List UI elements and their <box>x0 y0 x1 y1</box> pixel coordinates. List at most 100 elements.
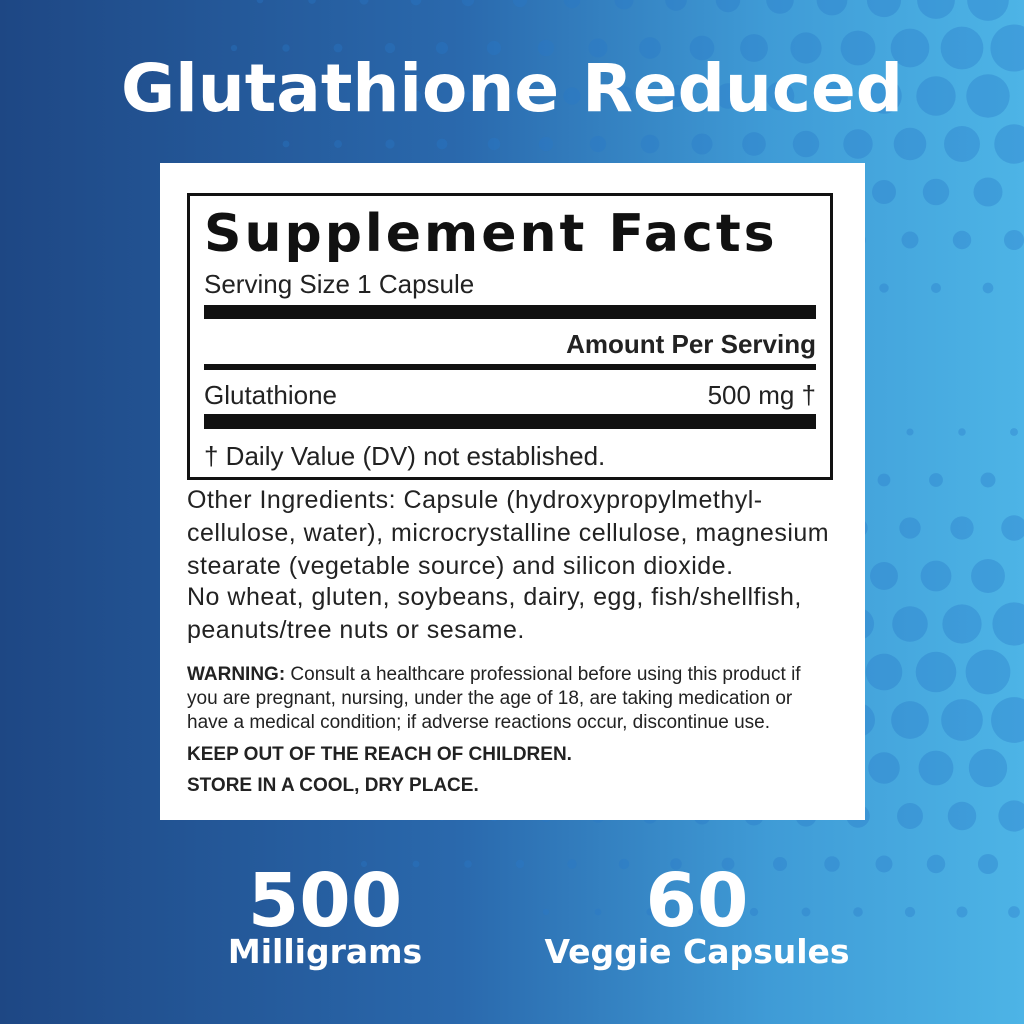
dot <box>282 44 290 52</box>
dot <box>537 39 555 57</box>
dot <box>991 697 1024 743</box>
text-line: have a medical condition; if adverse rea… <box>187 712 770 733</box>
dot <box>1001 515 1024 541</box>
dot <box>486 40 502 56</box>
dot <box>792 130 820 158</box>
dot <box>915 651 957 693</box>
dot <box>967 0 1009 21</box>
text-line: Other Ingredients: Capsule (hydroxypropy… <box>187 486 763 514</box>
dot <box>901 231 919 249</box>
dot <box>990 24 1024 72</box>
divider <box>204 414 816 429</box>
dot <box>410 0 422 6</box>
dot <box>944 126 980 162</box>
dot <box>950 516 974 540</box>
dot <box>892 606 928 642</box>
dot <box>891 701 929 739</box>
label-panel: Supplement Facts Serving Size 1 Capsule … <box>160 163 865 820</box>
dot <box>853 907 863 917</box>
dot <box>670 858 682 870</box>
dot <box>879 283 889 293</box>
text-line: peanuts/tree nuts or sesame. <box>187 616 525 644</box>
dot <box>941 699 983 741</box>
dot <box>766 0 794 14</box>
dot <box>385 139 395 149</box>
dot <box>870 562 898 590</box>
dot <box>230 44 238 52</box>
dot <box>512 88 528 104</box>
dot <box>980 472 996 488</box>
dot <box>487 137 501 151</box>
dot <box>868 752 900 784</box>
badge-value-count: 60 <box>645 858 749 944</box>
dot <box>512 0 528 8</box>
dot <box>740 34 768 62</box>
divider <box>204 364 816 370</box>
dot <box>971 559 1005 593</box>
dot <box>721 857 735 871</box>
dot <box>384 42 396 54</box>
dot <box>256 92 264 100</box>
dot <box>614 86 634 106</box>
warning-label: WARNING: <box>187 664 286 685</box>
dot <box>542 908 550 916</box>
dot <box>965 649 1011 695</box>
dot <box>594 908 602 916</box>
text-line: Consult a healthcare professional before… <box>285 664 801 685</box>
dot <box>992 602 1024 646</box>
dot <box>691 133 713 155</box>
dot <box>749 907 759 917</box>
serving-size: Serving Size 1 Capsule <box>204 269 475 299</box>
dot <box>256 0 264 4</box>
keep-out-notice: KEEP OUT OF THE REACH OF CHILDREN. <box>187 744 572 765</box>
dot <box>1010 428 1018 436</box>
dot <box>538 136 554 152</box>
dot <box>308 92 316 100</box>
dot <box>1008 906 1020 918</box>
dot <box>436 138 448 150</box>
dot <box>816 0 848 16</box>
dv-note: † Daily Value (DV) not established. <box>204 441 606 471</box>
dot <box>916 76 956 116</box>
allergen-statement: No wheat, gluten, soybeans, dairy, egg, … <box>187 581 802 647</box>
dot <box>893 127 927 161</box>
ingredient-amount: 500 mg † <box>707 380 816 410</box>
dot <box>897 803 923 829</box>
supplement-facts-box: Supplement Facts Serving Size 1 Capsule … <box>187 193 833 480</box>
dot <box>665 0 687 11</box>
dot <box>664 84 688 108</box>
dot <box>772 856 788 872</box>
dot <box>639 37 661 59</box>
dot <box>588 38 608 58</box>
text-line: you are pregnant, nursing, under the age… <box>187 688 793 709</box>
dot <box>360 860 368 868</box>
facts-heading: Supplement Facts <box>204 204 778 264</box>
dot <box>926 854 946 874</box>
dot <box>877 473 891 487</box>
dot <box>977 853 999 875</box>
dot <box>715 83 741 109</box>
dot <box>875 855 893 873</box>
dot <box>872 180 896 204</box>
dot <box>904 906 916 918</box>
storage-notice: STORE IN A COOL, DRY PLACE. <box>187 775 479 796</box>
dot <box>958 428 966 436</box>
dot <box>461 0 475 7</box>
badge-value-mg: 500 <box>247 858 403 944</box>
dot <box>461 89 475 103</box>
dot <box>515 859 525 869</box>
dot <box>947 801 977 831</box>
dot <box>563 0 581 9</box>
warning: WARNING: Consult a healthcare profession… <box>187 663 801 735</box>
dot <box>973 177 1003 207</box>
dot <box>940 26 984 70</box>
dot <box>865 653 903 691</box>
dot <box>930 282 942 294</box>
dot <box>334 140 342 148</box>
product-title: Glutathione Reduced <box>120 50 904 127</box>
dot <box>359 0 369 5</box>
dot <box>843 129 873 159</box>
dot <box>640 134 660 154</box>
badge-label-count: Veggie Capsules <box>544 932 850 971</box>
dot <box>920 560 952 592</box>
